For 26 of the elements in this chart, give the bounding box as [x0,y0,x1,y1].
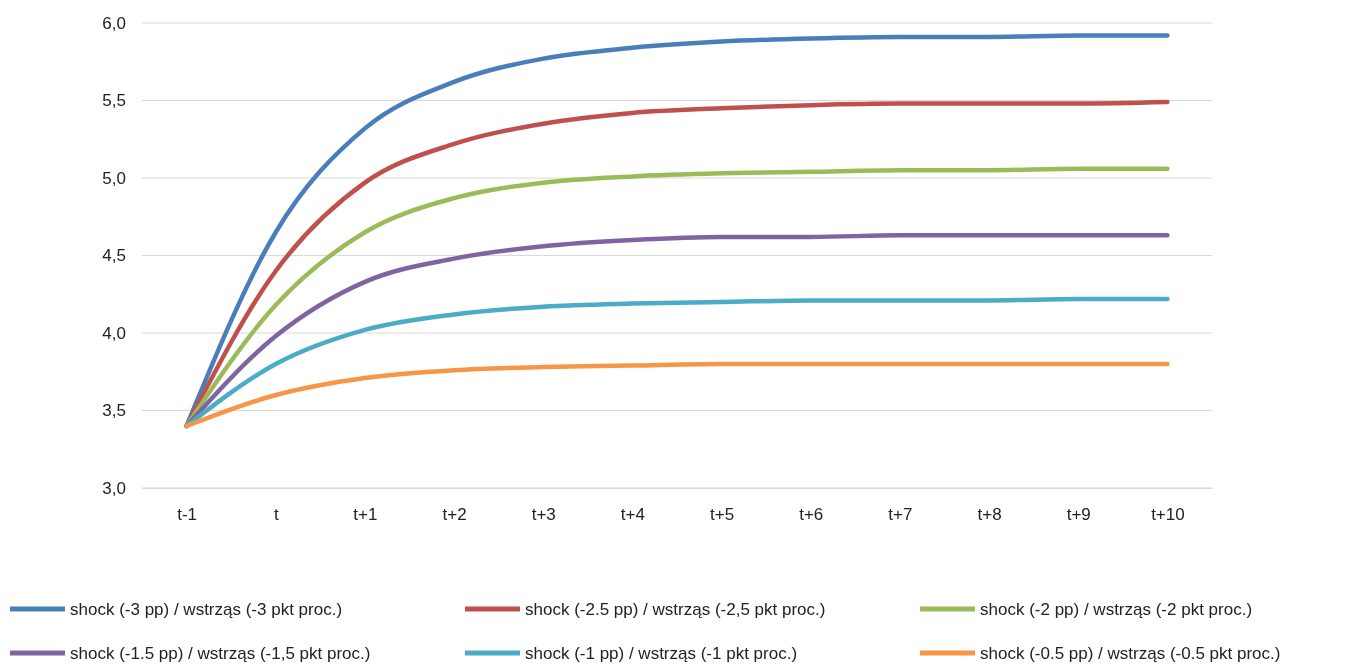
x-tick-label: t-1 [177,505,198,525]
x-tick-label: t+6 [799,505,824,525]
y-tick-label: 6,0 [102,13,126,33]
legend-label: shock (-2.5 pp) / wstrząs (-2,5 pkt proc.) [525,600,826,619]
legend-label: shock (-1 pp) / wstrząs (-1 pkt proc.) [525,644,798,663]
legend-label: shock (-3 pp) / wstrząs (-3 pkt proc.) [70,600,343,619]
x-tick-label: t+4 [620,505,645,525]
x-tick-label: t+9 [1066,505,1091,525]
x-tick-label: t+2 [442,505,467,525]
y-tick-label: 3,0 [102,478,126,498]
x-tick-label: t+10 [1151,505,1185,525]
x-tick-label: t+1 [353,505,378,525]
y-tick-label: 5,5 [102,91,126,111]
legend-label: shock (-1.5 pp) / wstrząs (-1,5 pkt proc.) [70,644,371,663]
legend-label: shock (-0.5 pp) / wstrząs (-0.5 pkt proc.) [980,644,1281,663]
y-tick-label: 5,0 [102,168,126,188]
y-tick-label: 4,5 [102,246,126,266]
x-tick-label: t+8 [977,505,1002,525]
line-series [184,361,1170,429]
legend-label: shock (-2 pp) / wstrząs (-2 pkt proc.) [980,600,1253,619]
x-tick-label: t+5 [710,505,735,525]
x-tick-label: t+3 [531,505,556,525]
y-tick-label: 3,5 [102,401,126,421]
y-tick-label: 4,0 [102,323,126,343]
x-tick-label: t+7 [888,505,913,525]
x-tick-label: t [273,505,279,525]
